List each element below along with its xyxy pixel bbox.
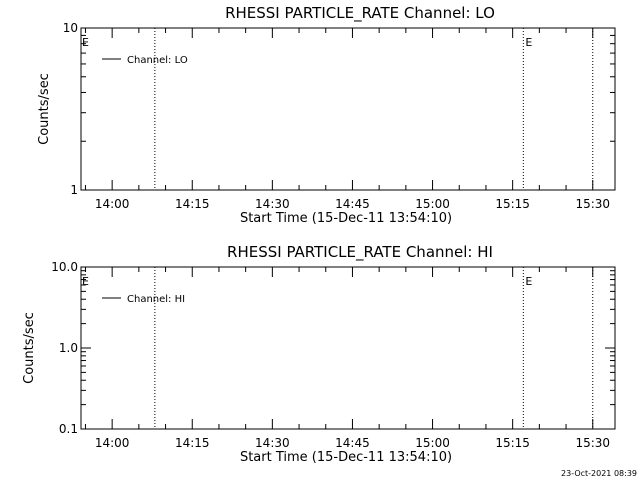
legend-entry: Channel: LO: [127, 55, 188, 66]
x-tick-label: 15:00: [415, 197, 450, 211]
x-tick-label: 14:15: [175, 197, 210, 211]
y-axis-label: Counts/sec: [37, 73, 52, 145]
y-axis-label: Counts/sec: [22, 312, 37, 384]
y-tick-label: 10.0: [51, 260, 78, 274]
x-tick-label: 15:30: [575, 436, 610, 450]
y-tick-label: 10: [63, 21, 78, 35]
plot-frame: [80, 27, 616, 191]
chart-title: RHESSI PARTICLE_RATE Channel: HI: [227, 243, 493, 262]
edge-e-label: E: [82, 275, 89, 288]
edge-e-label: E: [82, 36, 89, 49]
y-tick-label: 0.1: [59, 422, 78, 436]
x-tick-label: 15:15: [495, 197, 530, 211]
vertical-marker-label: E: [525, 275, 532, 288]
footer-timestamp: 23-Oct-2021 08:39: [561, 469, 637, 478]
x-axis-label: Start Time (15-Dec-11 13:54:10): [240, 211, 452, 226]
x-tick-label: 14:30: [255, 197, 290, 211]
x-tick-label: 14:00: [95, 197, 130, 211]
y-tick-label: 1.0: [59, 341, 78, 355]
legend-entry: Channel: HI: [127, 294, 185, 305]
chart-panel-1: RHESSI PARTICLE_RATE Channel: LO 1 10 14:00…: [37, 4, 616, 226]
x-tick-label: 14:30: [255, 436, 290, 450]
x-tick-label: 15:30: [575, 197, 610, 211]
plot-frame: [80, 266, 616, 430]
x-tick-label: 14:45: [335, 197, 370, 211]
x-tick-label: 15:00: [415, 436, 450, 450]
x-tick-label: 14:15: [175, 436, 210, 450]
chart-title: RHESSI PARTICLE_RATE Channel: LO: [225, 4, 495, 23]
x-tick-label: 14:00: [95, 436, 130, 450]
x-tick-label: 14:45: [335, 436, 370, 450]
vertical-marker-label: E: [525, 36, 532, 49]
chart-panel-2: RHESSI PARTICLE_RATE Channel: HI 0.1 1.0 10…: [22, 243, 616, 465]
x-axis-label: Start Time (15-Dec-11 13:54:10): [240, 450, 452, 465]
y-tick-label: 1: [70, 183, 78, 197]
x-tick-label: 15:15: [495, 436, 530, 450]
